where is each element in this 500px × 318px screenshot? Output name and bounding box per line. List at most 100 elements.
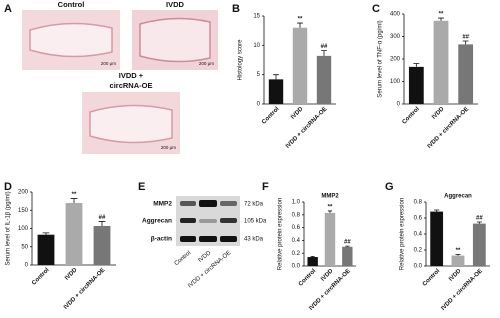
error-bar: [462, 40, 469, 45]
panel-label: G: [385, 181, 394, 193]
panel-label: E: [138, 181, 145, 193]
band: [199, 236, 217, 242]
bar: [316, 55, 332, 104]
image-label: circRNA-OE: [110, 81, 153, 90]
y-tick-label: 300: [390, 34, 401, 40]
tissue: [89, 104, 173, 144]
lane-label: Control: [174, 250, 193, 267]
panel-label: F: [262, 181, 269, 193]
y-tick-label: 0.8: [414, 200, 423, 206]
error-bar: [70, 198, 78, 203]
annotation: **: [439, 12, 444, 18]
band: [199, 200, 217, 207]
y-tick-label: 150: [18, 208, 29, 214]
y-tick-label: 400: [390, 12, 401, 18]
error-bar: [321, 50, 327, 56]
band: [180, 201, 196, 206]
band: [180, 236, 196, 242]
error-bar: [273, 74, 279, 80]
x-tick-label: Control: [261, 106, 281, 126]
annotation: ##: [462, 35, 469, 41]
bar: [430, 211, 444, 266]
bar: [268, 79, 284, 104]
y-tick-label: 0.4: [292, 238, 301, 244]
bar: [472, 223, 486, 266]
y-tick-label: 1.0: [292, 200, 301, 206]
bar: [451, 255, 465, 266]
band: [220, 236, 237, 242]
x-tick-label: Control: [31, 267, 51, 287]
y-tick-label: 0: [397, 102, 401, 108]
y-axis-label: Serum level of IL-1β (pg/ml): [6, 191, 12, 265]
bar: [292, 27, 308, 104]
x-tick-label: Control: [298, 268, 318, 288]
y-tick-label: 0.2: [292, 251, 301, 257]
y-axis-label: Serum level of TNF-α (pg/ml): [378, 20, 384, 97]
y-tick-label: 10: [253, 43, 260, 49]
bar: [342, 246, 353, 266]
x-tick-label: IVDD: [448, 268, 463, 283]
annotation: ##: [476, 216, 483, 222]
bar: [324, 212, 336, 266]
x-tick-label: IVDD: [64, 267, 79, 282]
image-label: IVDD: [166, 0, 185, 9]
error-bar: [434, 209, 440, 212]
x-tick-label: IVDD: [320, 268, 335, 283]
blot-size: 43 kDa: [244, 237, 264, 243]
y-tick-label: 0: [25, 263, 29, 269]
band: [220, 218, 237, 223]
y-tick-label: 0.0: [414, 264, 423, 270]
y-tick-label: 0.0: [292, 264, 301, 270]
annotation: **: [298, 17, 303, 23]
y-tick-label: 0.6: [414, 216, 423, 222]
error-bar: [98, 221, 106, 226]
annotation: **: [328, 205, 333, 211]
y-tick-label: 0.2: [414, 248, 423, 254]
panel-label: A: [4, 3, 12, 15]
annotation: **: [72, 192, 77, 198]
bar: [408, 66, 424, 104]
band: [199, 219, 217, 223]
y-axis-label: Relative protein expression: [400, 198, 406, 270]
image-label: Control: [58, 0, 85, 9]
image-label: IVDD +: [119, 71, 144, 80]
blot-size: 72 kDa: [244, 202, 264, 208]
chart-title: MMP2: [321, 194, 339, 200]
error-bar: [476, 221, 482, 224]
y-tick-label: 0: [257, 102, 261, 108]
annotation: **: [456, 248, 461, 254]
y-tick-label: 50: [21, 244, 28, 250]
bar: [37, 234, 55, 265]
error-bar: [345, 245, 350, 247]
tissue: [29, 22, 113, 58]
y-tick-label: 200: [390, 57, 401, 63]
y-tick-label: 0.6: [292, 225, 301, 231]
error-bar: [327, 210, 333, 213]
y-tick-label: 100: [18, 226, 29, 232]
error-bar: [310, 255, 315, 258]
bar: [307, 257, 318, 266]
x-tick-label: IVDD: [431, 106, 446, 121]
band: [180, 218, 196, 223]
y-tick-label: 0.4: [414, 232, 423, 238]
error-bar: [438, 17, 444, 21]
annotation: ##: [99, 215, 106, 221]
scale-bar-label: 200 μm: [161, 145, 176, 150]
y-tick-label: 200: [18, 190, 29, 196]
y-tick-label: 15: [253, 14, 260, 20]
bar: [65, 202, 83, 265]
blot-row: β-actin: [151, 236, 172, 243]
bar: [433, 20, 449, 104]
panel-label: D: [4, 181, 12, 193]
error-bar: [413, 63, 420, 67]
y-tick-label: 100: [390, 79, 401, 85]
panel-label: B: [232, 3, 240, 15]
chart-title: Aggrecan: [444, 194, 472, 200]
x-tick-label: Control: [422, 268, 442, 288]
y-tick-label: 0.8: [292, 212, 301, 218]
blot-size: 105 kDa: [244, 219, 267, 225]
lane-label: IVDD: [197, 250, 212, 264]
annotation: ##: [344, 240, 351, 246]
bar: [93, 225, 111, 265]
